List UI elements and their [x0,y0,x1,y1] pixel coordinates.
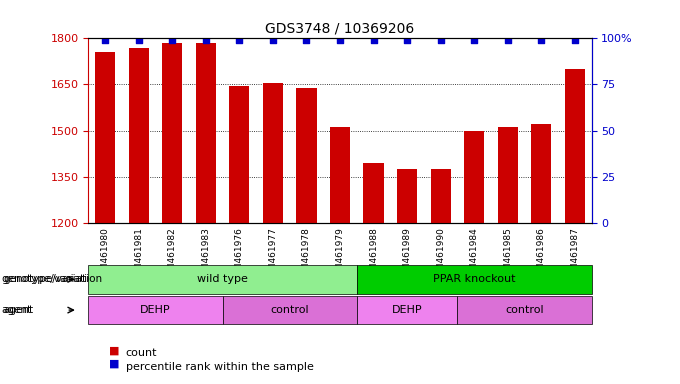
Text: PPAR knockout: PPAR knockout [433,274,515,285]
Text: agent: agent [2,305,32,315]
Point [503,37,513,43]
Bar [565,69,585,223]
Point [368,37,379,43]
Bar [129,48,149,223]
Point [435,37,446,43]
Text: wild type: wild type [197,274,248,285]
Title: GDS3748 / 10369206: GDS3748 / 10369206 [265,22,415,36]
Bar [464,131,484,223]
Bar [330,127,350,223]
Point [402,37,413,43]
Text: count: count [126,348,157,358]
Text: DEHP: DEHP [140,305,171,315]
Point [100,37,111,43]
Text: agent: agent [3,305,33,315]
Bar [95,52,115,223]
Bar [163,43,182,223]
Point [536,37,547,43]
Bar [296,88,316,223]
Bar [430,169,451,223]
Text: percentile rank within the sample: percentile rank within the sample [126,362,313,372]
Bar [229,86,250,223]
Bar [498,127,517,223]
Point [267,37,278,43]
Bar [531,124,551,223]
Point [167,37,177,43]
Text: DEHP: DEHP [392,305,422,315]
Text: genotype/variation: genotype/variation [3,274,103,285]
Bar [397,169,417,223]
Point [335,37,345,43]
Point [201,37,211,43]
Text: ■: ■ [109,345,119,355]
Text: ■: ■ [109,359,119,369]
Point [569,37,580,43]
Text: genotype/variation: genotype/variation [2,274,101,285]
Point [301,37,312,43]
Point [133,37,144,43]
Text: control: control [271,305,309,315]
Bar [196,43,216,223]
Point [469,37,479,43]
Point [234,37,245,43]
Text: control: control [505,305,544,315]
Bar [263,83,283,223]
Bar [364,163,384,223]
